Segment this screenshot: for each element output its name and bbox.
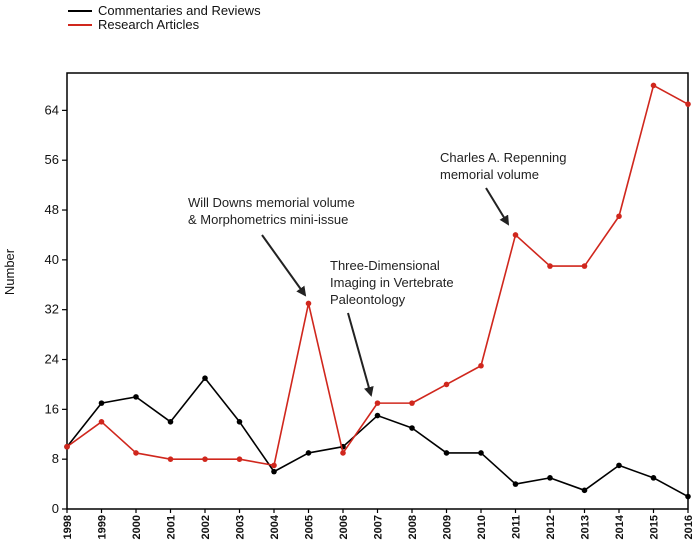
x-tick-label: 2006 [338,515,350,539]
annotation-repenning: Charles A. Repenning memorial volume [440,150,566,226]
data-point [616,462,622,469]
annotation-3d-imaging-line-3: Paleontology [330,292,406,307]
series-line-0 [66,377,689,498]
data-point [512,232,519,238]
data-point [650,475,657,481]
x-tick-label: 2008 [407,515,419,539]
data-point [236,419,243,425]
y-axis-label: Number [2,248,17,295]
y-tick-label: 0 [52,501,59,516]
data-point [581,487,588,494]
annotation-will-downs-line-2: & Morphometrics mini-issue [188,212,348,227]
x-tick-label: 2001 [166,515,178,539]
data-point [443,381,450,388]
x-tick-label: 2013 [580,515,592,539]
data-point [236,456,243,462]
data-point [133,394,139,400]
data-point [271,468,277,475]
data-point [547,475,553,481]
data-point [271,462,277,469]
x-tick-label: 2009 [442,515,454,539]
x-tick-label: 1998 [62,515,74,539]
x-tick-label: 2011 [511,515,523,539]
annotation-repenning-line-1: Charles A. Repenning [440,150,566,165]
plot-area [66,72,689,510]
data-point [98,400,105,406]
annotation-will-downs-arrow [261,234,307,297]
data-point [685,493,691,500]
annotation-3d-imaging: Three-Dimensional Imaging in Vertebrate … [330,258,454,397]
annotation-will-downs-line-1: Will Downs memorial volume [188,195,355,210]
data-point [616,213,622,220]
x-tick-label: 2016 [683,515,695,539]
annotation-repenning-arrow [485,187,510,226]
data-point [478,362,484,369]
annotation-will-downs: Will Downs memorial volume & Morphometri… [188,195,355,297]
data-point [685,101,691,107]
x-tick-label: 2007 [373,515,385,539]
legend-label-research: Research Articles [98,17,200,32]
x-tick-label: 2005 [304,515,316,539]
data-point [98,419,105,425]
data-point [409,400,415,406]
annotation-repenning-line-2: memorial volume [440,167,539,182]
x-tick-label: 1999 [97,515,109,539]
y-tick-label: 56 [45,152,59,167]
y-tick-label: 32 [45,302,59,317]
x-tick-label: 2004 [269,514,281,539]
data-point [650,82,657,89]
data-point [443,450,450,456]
data-point [374,412,381,419]
data-point [478,450,484,456]
x-tick-label: 2014 [614,514,626,539]
x-axis: 1998 1999 2000 2001 2002 2003 2004 2005 2006 2007… [62,509,695,539]
x-tick-label: 2012 [545,515,557,539]
data-point [547,263,553,269]
x-tick-label: 2010 [476,515,488,539]
data-point [512,481,519,487]
series-0 [64,375,691,500]
data-point [167,456,174,462]
series-1 [64,82,691,469]
y-tick-label: 24 [45,352,59,367]
x-tick-label: 2000 [131,515,143,539]
x-tick-label: 2003 [235,515,247,539]
annotation-3d-imaging-line-1: Three-Dimensional [330,258,440,273]
y-tick-label: 64 [45,102,59,117]
annotation-3d-imaging-line-2: Imaging in Vertebrate [330,275,454,290]
annotation-3d-imaging-arrow [347,312,374,397]
data-point [581,263,588,269]
legend: Commentaries and Reviews Research Articl… [68,3,261,32]
y-tick-label: 16 [45,401,59,416]
data-point [202,456,208,462]
data-point [305,300,312,307]
data-point [305,450,312,456]
y-tick-label: 40 [45,252,59,267]
y-axis: 0 8 16 24 32 40 48 56 64 [45,102,67,516]
x-tick-label: 2002 [200,515,212,539]
data-point [409,425,415,431]
data-point [64,443,70,450]
x-tick-label: 2015 [649,515,661,539]
y-tick-label: 48 [45,202,59,217]
series-layer [64,82,691,500]
legend-label-commentaries: Commentaries and Reviews [98,3,261,18]
y-tick-label: 8 [52,451,59,466]
data-point [202,375,208,382]
data-point [340,450,346,456]
data-point [374,400,381,406]
data-point [167,419,174,425]
data-point [133,450,139,456]
